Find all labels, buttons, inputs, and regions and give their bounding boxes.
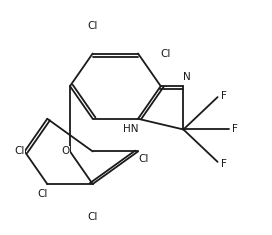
Text: HN: HN xyxy=(123,124,138,134)
Text: N: N xyxy=(183,72,191,82)
Text: Cl: Cl xyxy=(88,21,98,31)
Text: F: F xyxy=(232,125,238,134)
Text: Cl: Cl xyxy=(88,212,98,222)
Text: Cl: Cl xyxy=(138,154,149,164)
Text: Cl: Cl xyxy=(161,48,171,59)
Text: Cl: Cl xyxy=(37,189,47,199)
Text: F: F xyxy=(221,159,227,169)
Text: F: F xyxy=(221,91,227,101)
Text: O: O xyxy=(62,146,70,157)
Text: Cl: Cl xyxy=(14,146,24,157)
